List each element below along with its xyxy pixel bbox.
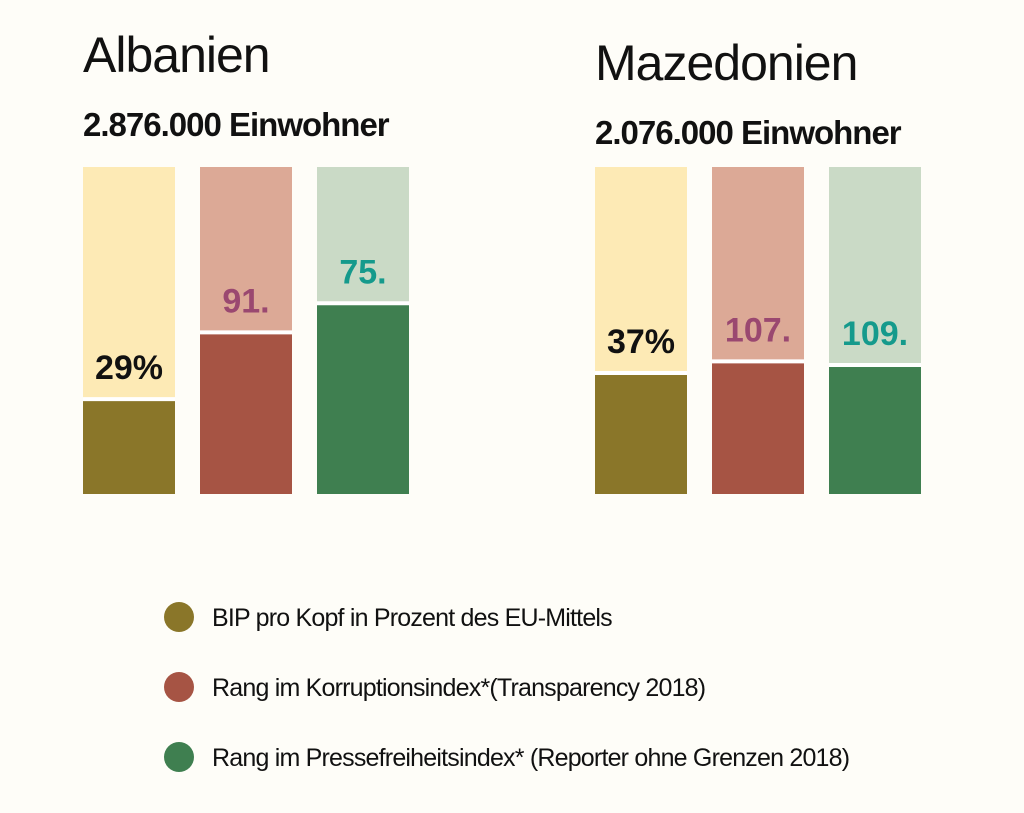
bar xyxy=(595,373,687,494)
bar xyxy=(83,399,175,494)
legend-marker xyxy=(164,602,194,632)
panel-subtitle: 2.876.000 Einwohner xyxy=(83,106,390,143)
value-label: 75. xyxy=(339,253,386,291)
value-label: 107. xyxy=(725,311,791,349)
value-label: 109. xyxy=(842,315,908,353)
legend-marker xyxy=(164,672,194,702)
legend-label: BIP pro Kopf in Prozent des EU-Mittels xyxy=(212,604,612,632)
legend-label: Rang im Pressefreiheitsindex* (Reporter … xyxy=(212,744,849,772)
bar xyxy=(712,361,804,494)
legend-marker xyxy=(164,742,194,772)
legend-label: Rang im Korruptionsindex*(Transparency 2… xyxy=(212,674,705,702)
value-label: 29% xyxy=(95,349,163,387)
value-label: 37% xyxy=(607,323,675,361)
panel-title: Mazedonien xyxy=(595,35,857,91)
value-label: 91. xyxy=(222,282,269,320)
bar xyxy=(829,365,921,494)
bar xyxy=(200,332,292,494)
bar xyxy=(317,303,409,494)
panel-title: Albanien xyxy=(83,27,270,83)
panel-subtitle: 2.076.000 Einwohner xyxy=(595,114,902,151)
